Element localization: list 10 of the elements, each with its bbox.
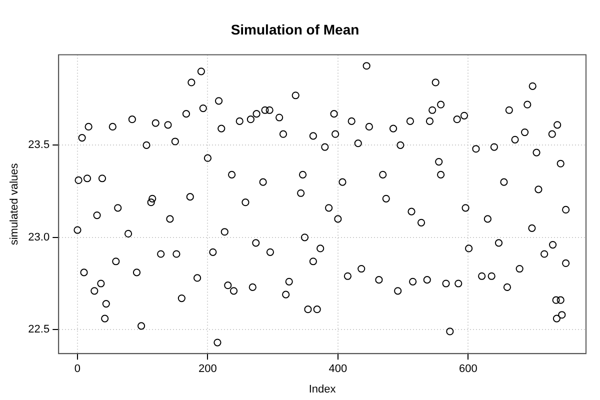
x-tick-label: 200: [198, 363, 217, 376]
y-tick-label: 22.5: [28, 324, 50, 336]
x-tick-label: 600: [458, 363, 478, 376]
y-tick-label: 23.5: [28, 139, 50, 152]
y-axis-title: simulated values: [8, 162, 21, 246]
y-tick-label: 23.0: [28, 231, 50, 244]
x-tick-label: 0: [74, 363, 81, 376]
x-tick-label: 400: [328, 363, 348, 376]
x-axis-title: Index: [308, 383, 336, 396]
chart-title: Simulation of Mean: [230, 21, 360, 38]
